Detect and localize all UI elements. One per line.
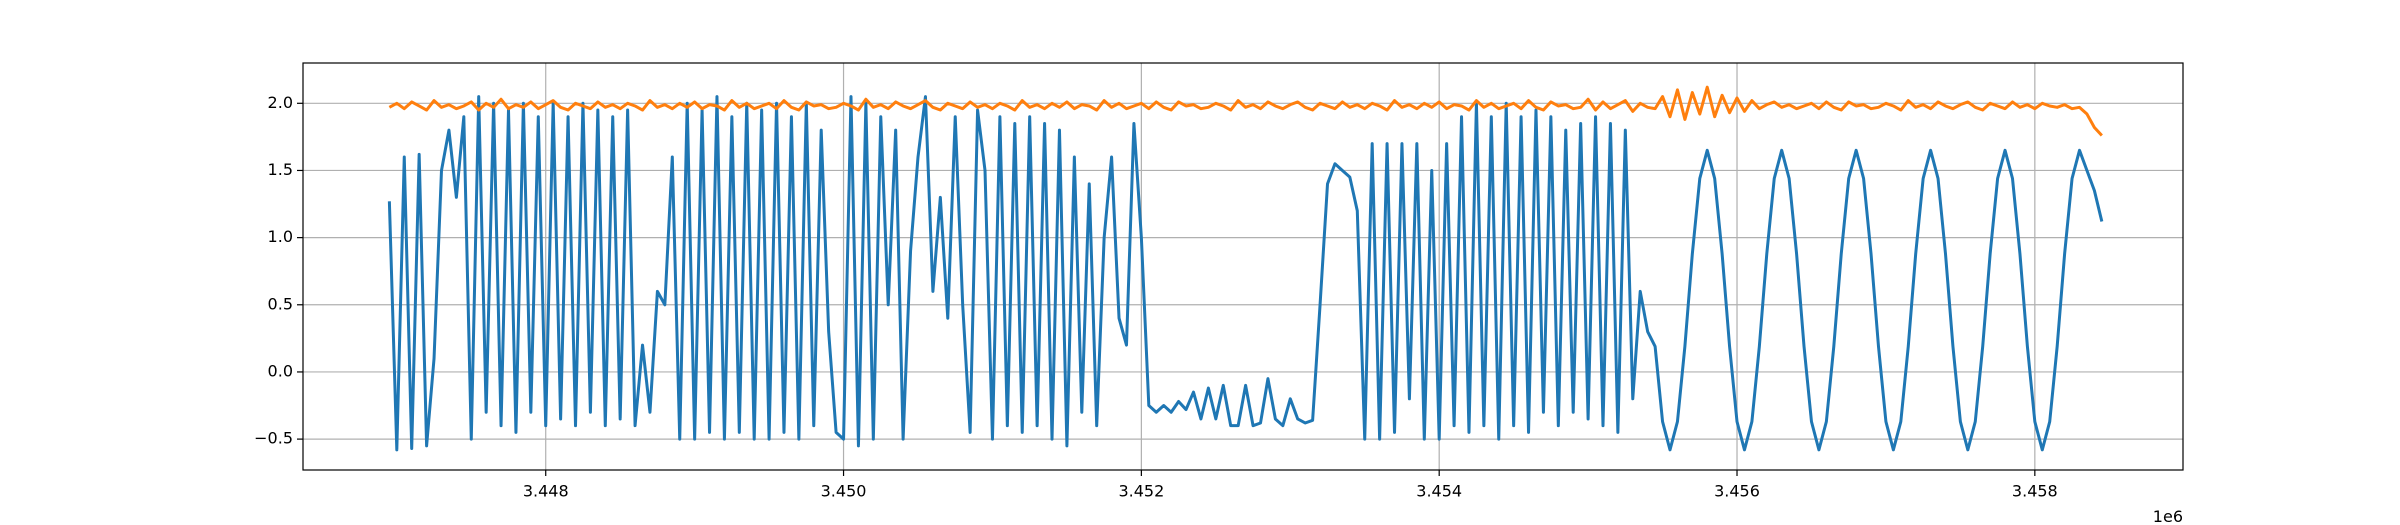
data-line [388,85,2103,137]
y-tick-label: −0.5 [254,429,293,448]
y-tick-label: 2.0 [268,93,293,112]
y-tick-label: 0.0 [268,361,293,380]
x-tick-label: 3.454 [1416,482,1462,501]
x-tick-label: 3.458 [2012,482,2058,501]
x-tick-label: 3.452 [1118,482,1164,501]
x-tick-label: 3.450 [821,482,867,501]
axes-frame [302,62,2184,471]
y-tick-label: 1.0 [268,227,293,246]
plot-area [387,85,2104,452]
x-tick-label: 3.448 [523,482,569,501]
x-offset-label: 1e6 [2153,507,2183,525]
axes: 3.448 3.450 3.452 3.454 3.456 3.458 −0.5 0.0 0.5… [254,93,2058,501]
data-line [387,95,2104,452]
y-tick-label: 0.5 [268,294,293,313]
x-tick-label: 3.456 [1714,482,1760,501]
y-tick-label: 1.5 [268,160,293,179]
